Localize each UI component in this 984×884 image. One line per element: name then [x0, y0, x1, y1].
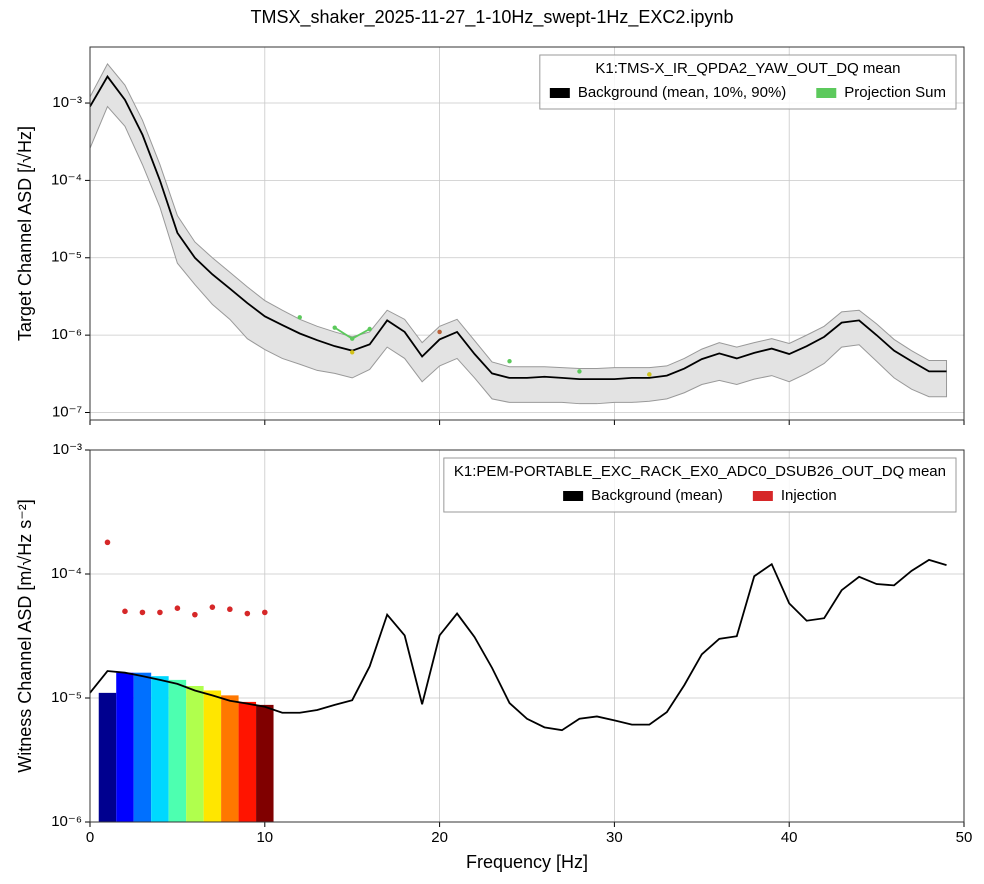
- legend-patch: [752, 491, 773, 501]
- x-tick-label: 30: [606, 829, 623, 846]
- band: [90, 63, 948, 405]
- legend-box: [443, 457, 957, 513]
- line: [90, 558, 947, 732]
- y-tick-label: 10⁻³: [52, 94, 82, 111]
- y-tick-label: 10⁻⁵: [51, 249, 82, 266]
- point: [507, 359, 512, 364]
- bar: [203, 690, 222, 822]
- bar: [186, 685, 204, 822]
- y-axis-label: Witness Channel ASD [m/√Hz s⁻²]: [15, 499, 35, 772]
- y-tick-label: 10⁻⁶: [51, 813, 82, 830]
- legend-patch: [563, 491, 584, 501]
- point: [139, 609, 146, 616]
- y-tick-label: 10⁻⁴: [51, 565, 82, 582]
- point: [577, 369, 582, 374]
- point: [122, 608, 128, 615]
- bar: [116, 672, 134, 822]
- x-tick-label: 40: [781, 829, 798, 846]
- point: [350, 336, 355, 341]
- point: [437, 329, 442, 335]
- y-tick-label: 10⁻³: [52, 441, 82, 458]
- point: [104, 539, 111, 546]
- y-tick-label: 10⁻⁵: [51, 689, 82, 706]
- point: [227, 606, 233, 613]
- legend-box: [539, 54, 957, 110]
- bar: [133, 672, 152, 822]
- bar: [238, 701, 257, 822]
- bar: [221, 695, 239, 822]
- legend-label: Injection: [781, 487, 837, 504]
- line: [90, 74, 947, 381]
- legend-title: K1:PEM-PORTABLE_EXC_RACK_EX0_ADC0_DSUB26…: [454, 463, 946, 480]
- axes-frame: [89, 46, 965, 421]
- y-tick-label: 10⁻⁴: [51, 171, 82, 188]
- plot-area: [90, 539, 947, 822]
- point: [244, 610, 251, 617]
- bar: [168, 679, 187, 822]
- legend-label: Background (mean): [591, 487, 723, 504]
- point: [157, 609, 163, 616]
- x-axis-label: Frequency [Hz]: [466, 852, 588, 872]
- point: [647, 372, 652, 377]
- legend: K1:PEM-PORTABLE_EXC_RACK_EX0_ADC0_DSUB26…: [443, 457, 957, 513]
- bar: [256, 704, 274, 822]
- y-axis-label: Target Channel ASD [/√Hz]: [15, 126, 35, 341]
- y-tick-label: 10⁻⁷: [52, 403, 82, 420]
- point: [297, 315, 302, 320]
- y-tick-label: 10⁻⁶: [51, 326, 82, 343]
- axes: 10⁻⁷ 10⁻⁶ 10⁻⁵ 10⁻⁴ 10⁻³ Target Channel ASD […: [15, 46, 965, 425]
- point: [262, 609, 268, 616]
- legend-label: Background (mean, 10%, 90%): [578, 84, 786, 101]
- point: [332, 325, 337, 330]
- legend: K1:TMS-X_IR_QPDA2_YAW_OUT_DQ mean Backgro…: [539, 54, 957, 110]
- point: [192, 611, 198, 618]
- point: [174, 605, 181, 611]
- plot-area: [90, 63, 948, 405]
- legend-label: Projection Sum: [844, 84, 946, 101]
- x-tick-label: 20: [431, 829, 448, 846]
- legend-title: K1:TMS-X_IR_QPDA2_YAW_OUT_DQ mean: [595, 60, 900, 77]
- bar: [151, 676, 169, 822]
- x-tick-label: 50: [956, 829, 973, 846]
- x-tick-label: 0: [86, 829, 94, 846]
- legend-patch: [549, 88, 570, 98]
- axes-frame: [89, 449, 965, 823]
- x-tick-label: 10: [256, 829, 273, 846]
- figure-title: TMSX_shaker_2025-11-27_1-10Hz_swept-1Hz_…: [251, 7, 734, 28]
- point: [367, 326, 372, 332]
- point: [209, 604, 216, 610]
- point: [350, 350, 355, 355]
- bar: [98, 692, 117, 822]
- axes: 0 10 20 30 40 50 10⁻⁶ 10⁻⁵ 10⁻⁴ 10⁻³ Witness Chann…: [15, 441, 973, 872]
- legend-patch: [816, 88, 837, 98]
